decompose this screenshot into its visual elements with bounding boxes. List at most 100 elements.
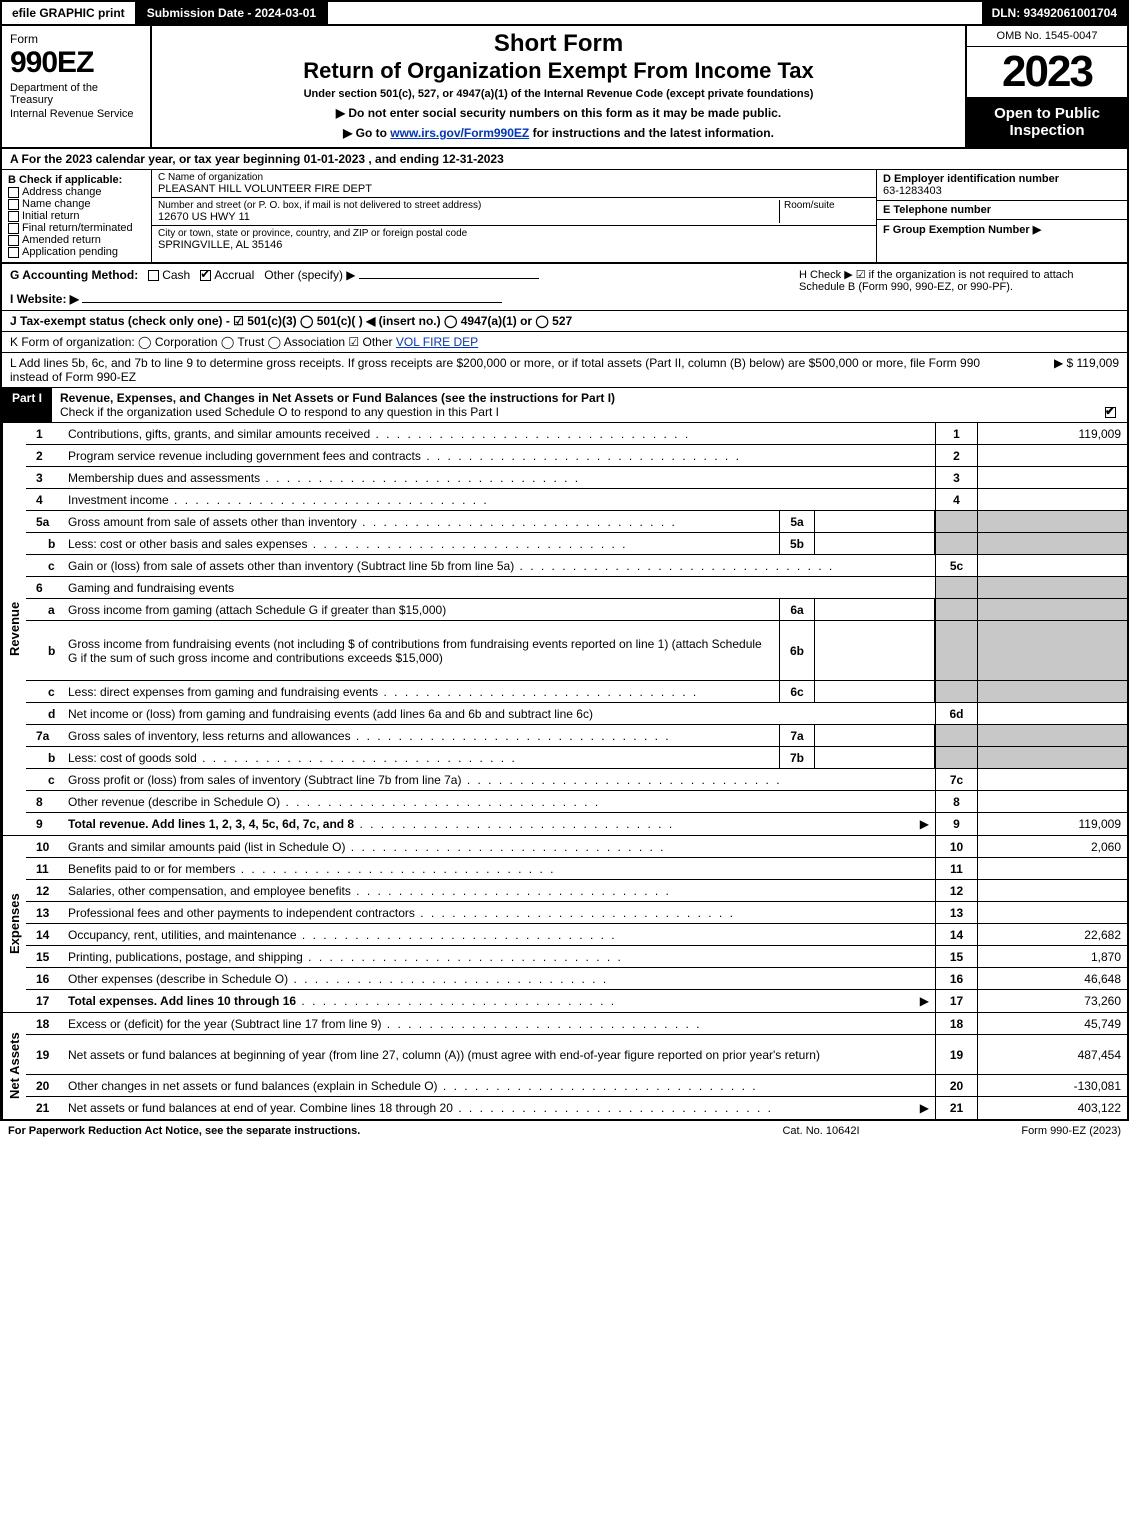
expenses-block: Expenses 10Grants and similar amounts pa…	[2, 836, 1127, 1013]
ln20-rval: -130,081	[977, 1075, 1127, 1096]
ln7b-desc: Less: cost of goods sold	[68, 751, 779, 765]
ln10-desc: Grants and similar amounts paid (list in…	[68, 840, 935, 854]
chk-name-change[interactable]: Name change	[8, 198, 145, 210]
row-j: J Tax-exempt status (check only one) - ☑…	[2, 311, 1127, 332]
row-h: H Check ▶ ☑ if the organization is not r…	[799, 268, 1119, 306]
ln6a-rval	[977, 599, 1127, 620]
ln5b-minival	[815, 533, 935, 554]
row-k: K Form of organization: ◯ Corporation ◯ …	[2, 332, 1127, 353]
header-mid: Short Form Return of Organization Exempt…	[152, 26, 967, 147]
chk-address-change[interactable]: Address change	[8, 186, 145, 198]
ln6-desc: Gaming and fundraising events	[68, 581, 935, 595]
ein-label: D Employer identification number	[883, 173, 1121, 185]
chk-application-pending[interactable]: Application pending	[8, 246, 145, 258]
net-assets-lines: 18Excess or (deficit) for the year (Subt…	[26, 1013, 1127, 1119]
other-method-input[interactable]	[359, 278, 539, 279]
form-header: Form 990EZ Department of the Treasury In…	[2, 26, 1127, 149]
chk-cash[interactable]	[148, 270, 159, 281]
ln6b-rnum	[935, 621, 977, 680]
ln4-rnum: 4	[935, 489, 977, 510]
net-assets-side-label: Net Assets	[2, 1013, 26, 1119]
omb-number: OMB No. 1545-0047	[967, 26, 1127, 47]
lbl-application-pending: Application pending	[22, 246, 118, 258]
ln1-num: 1	[26, 427, 68, 441]
ln12-rval	[977, 880, 1127, 901]
ln7a-minival	[815, 725, 935, 746]
goto-note: ▶ Go to www.irs.gov/Form990EZ for instru…	[160, 126, 957, 140]
box-c: C Name of organization PLEASANT HILL VOL…	[152, 170, 877, 262]
revenue-lines: 1Contributions, gifts, grants, and simil…	[26, 423, 1127, 835]
ln14-desc: Occupancy, rent, utilities, and maintena…	[68, 928, 935, 942]
ln15-rval: 1,870	[977, 946, 1127, 967]
dept-irs: Internal Revenue Service	[10, 108, 142, 120]
lbl-accrual: Accrual	[214, 268, 254, 282]
chk-final-return[interactable]: Final return/terminated	[8, 222, 145, 234]
box-e: E Telephone number	[877, 201, 1127, 220]
ln6a-num: a	[26, 603, 68, 617]
ln6-rval	[977, 577, 1127, 598]
ln5c-rnum: 5c	[935, 555, 977, 576]
ln5b-num: b	[26, 537, 68, 551]
ln21-rval: 403,122	[977, 1097, 1127, 1119]
line-7a: 7aGross sales of inventory, less returns…	[26, 725, 1127, 747]
ln5b-rval	[977, 533, 1127, 554]
line-5a: 5aGross amount from sale of assets other…	[26, 511, 1127, 533]
irs-link[interactable]: www.irs.gov/Form990EZ	[390, 126, 529, 140]
dln-label: DLN: 93492061001704	[982, 2, 1127, 24]
ln21-desc: Net assets or fund balances at end of ye…	[68, 1101, 914, 1115]
chk-amended-return[interactable]: Amended return	[8, 234, 145, 246]
ln3-rval	[977, 467, 1127, 488]
ln6d-rval	[977, 703, 1127, 724]
street-label: Number and street (or P. O. box, if mail…	[158, 200, 775, 211]
ln12-desc: Salaries, other compensation, and employ…	[68, 884, 935, 898]
line-20: 20Other changes in net assets or fund ba…	[26, 1075, 1127, 1097]
ln6c-rval	[977, 681, 1127, 702]
ln6a-mini: 6a	[779, 599, 815, 620]
ln5c-num: c	[26, 559, 68, 573]
tax-year: 2023	[967, 47, 1127, 97]
line-7b: bLess: cost of goods sold7b	[26, 747, 1127, 769]
ln12-rnum: 12	[935, 880, 977, 901]
ln14-num: 14	[26, 928, 68, 942]
box-b: B Check if applicable: Address change Na…	[2, 170, 152, 262]
chk-initial-return[interactable]: Initial return	[8, 210, 145, 222]
ln6b-rval	[977, 621, 1127, 680]
street-block: Number and street (or P. O. box, if mail…	[152, 198, 876, 226]
ln2-num: 2	[26, 449, 68, 463]
ln5a-rnum	[935, 511, 977, 532]
ln9-desc: Total revenue. Add lines 1, 2, 3, 4, 5c,…	[68, 817, 354, 831]
no-ssn-note: ▶ Do not enter social security numbers o…	[160, 106, 957, 120]
ln3-num: 3	[26, 471, 68, 485]
ln7c-rval	[977, 769, 1127, 790]
line-1: 1Contributions, gifts, grants, and simil…	[26, 423, 1127, 445]
form-of-org-other: VOL FIRE DEP	[396, 335, 478, 349]
ln21-rnum: 21	[935, 1097, 977, 1119]
ln13-rnum: 13	[935, 902, 977, 923]
ln18-num: 18	[26, 1017, 68, 1031]
ln10-rnum: 10	[935, 836, 977, 857]
line-18: 18Excess or (deficit) for the year (Subt…	[26, 1013, 1127, 1035]
row-l-text: L Add lines 5b, 6c, and 7b to line 9 to …	[10, 356, 999, 384]
line-6d: dNet income or (loss) from gaming and fu…	[26, 703, 1127, 725]
goto-pre: ▶ Go to	[343, 126, 390, 140]
chk-accrual[interactable]	[200, 270, 211, 281]
ln13-rval	[977, 902, 1127, 923]
box-b-header: B Check if applicable:	[8, 174, 145, 186]
expenses-side-label: Expenses	[2, 836, 26, 1012]
ln10-num: 10	[26, 840, 68, 854]
short-form-label: Short Form	[160, 30, 957, 58]
ln2-desc: Program service revenue including govern…	[68, 449, 935, 463]
line-4: 4Investment income4	[26, 489, 1127, 511]
org-name-label: C Name of organization	[158, 172, 870, 183]
part1-schedule-o-check[interactable]	[1105, 407, 1116, 418]
website-input[interactable]	[82, 302, 502, 303]
ln18-rnum: 18	[935, 1013, 977, 1034]
ln6d-rnum: 6d	[935, 703, 977, 724]
ln7b-rnum	[935, 747, 977, 768]
ln7c-desc: Gross profit or (loss) from sales of inv…	[68, 773, 935, 787]
box-def: D Employer identification number 63-1283…	[877, 170, 1127, 262]
line-21: 21 Net assets or fund balances at end of …	[26, 1097, 1127, 1119]
city-label: City or town, state or province, country…	[158, 228, 870, 239]
efile-print-label[interactable]: efile GRAPHIC print	[2, 2, 137, 24]
ln18-desc: Excess or (deficit) for the year (Subtra…	[68, 1017, 935, 1031]
